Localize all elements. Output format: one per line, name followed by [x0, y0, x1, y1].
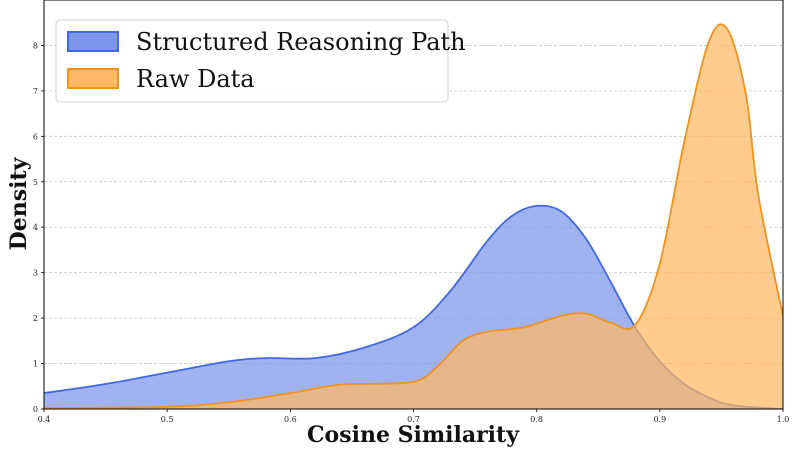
x-tick-label: 0.7 [407, 415, 420, 424]
y-tick-label: 3 [33, 269, 38, 278]
legend: Structured Reasoning Path Raw Data [55, 19, 466, 103]
y-tick-label: 8 [33, 41, 38, 50]
y-axis-ticks: 0 1 2 3 4 5 6 7 8 [33, 41, 44, 414]
y-tick-label: 2 [33, 314, 38, 323]
x-tick-label: 0.6 [284, 415, 297, 424]
legend-label-structured-reasoning-path: Structured Reasoning Path [136, 28, 466, 56]
x-tick-label: 1.0 [777, 415, 790, 424]
x-tick-label: 0.9 [653, 415, 666, 424]
area-fill-raw-data [44, 24, 783, 409]
y-tick-label: 4 [33, 223, 38, 232]
legend-label-raw-data: Raw Data [136, 65, 255, 93]
density-areas [44, 23, 783, 409]
x-tick-label: 0.8 [530, 415, 543, 424]
density-line-raw-data [44, 23, 783, 409]
legend-swatch-raw-data [67, 68, 119, 89]
y-tick-label: 5 [33, 178, 38, 187]
y-tick-label: 0 [33, 405, 38, 414]
legend-swatch-structured-reasoning-path [67, 31, 119, 52]
x-tick-label: 0.5 [161, 415, 174, 424]
y-tick-label: 1 [33, 360, 38, 369]
y-tick-label: 7 [33, 87, 38, 96]
y-tick-label: 6 [33, 132, 38, 141]
y-axis-label: Density [6, 156, 32, 250]
x-axis-label: Cosine Similarity [307, 422, 520, 448]
x-tick-label: 0.4 [38, 415, 51, 424]
x-axis-ticks: 0.4 0.5 0.6 0.7 0.8 0.9 1.0 [38, 409, 790, 424]
legend-box [55, 19, 449, 103]
